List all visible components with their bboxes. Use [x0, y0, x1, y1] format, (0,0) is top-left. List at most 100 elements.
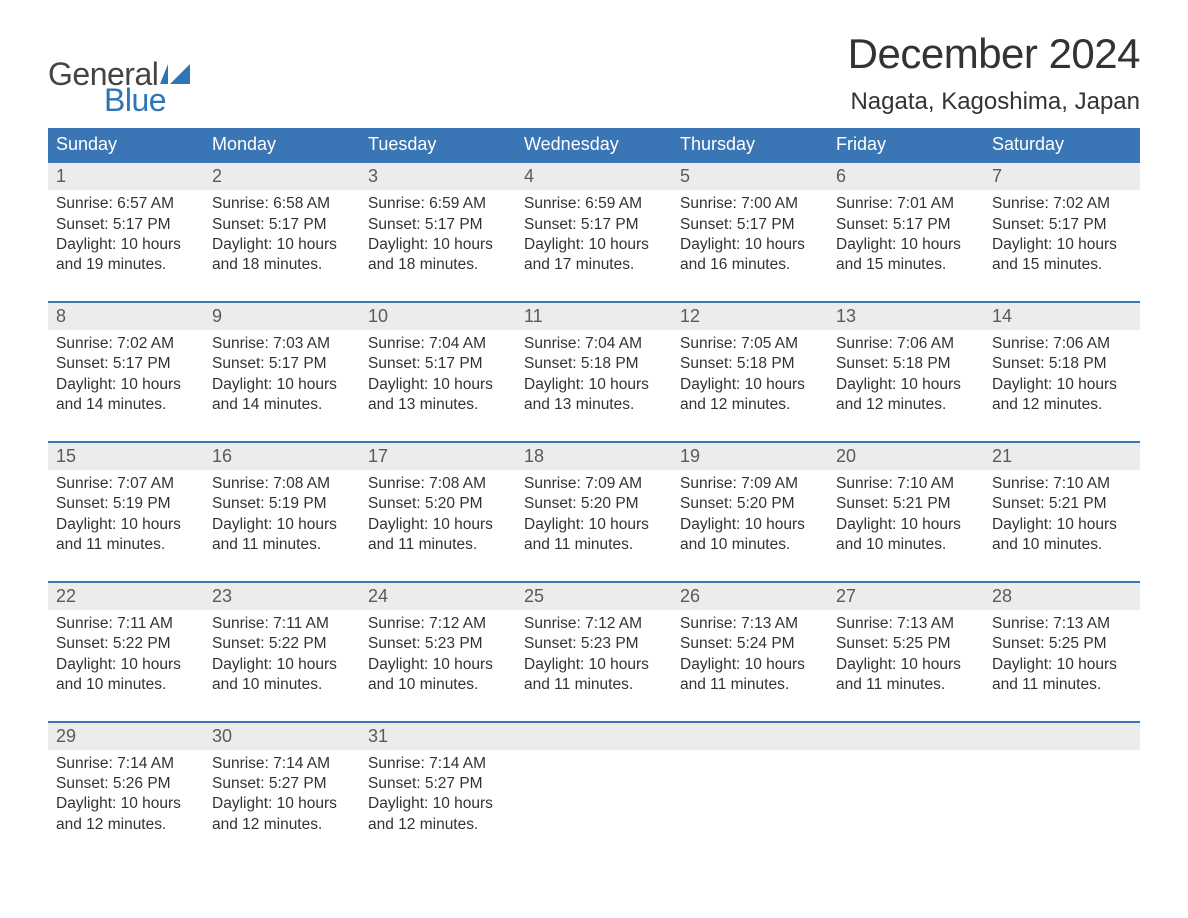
- day-details: Sunrise: 7:05 AMSunset: 5:18 PMDaylight:…: [672, 330, 828, 415]
- day-dl1: Daylight: 10 hours: [836, 515, 976, 535]
- day-sunrise: Sunrise: 7:09 AM: [680, 474, 820, 494]
- day-dl2: and 10 minutes.: [56, 675, 196, 695]
- day-details: Sunrise: 7:10 AMSunset: 5:21 PMDaylight:…: [828, 470, 984, 555]
- day-number: 4: [516, 163, 672, 190]
- calendar-day: 28Sunrise: 7:13 AMSunset: 5:25 PMDayligh…: [984, 583, 1140, 703]
- day-dl1: Daylight: 10 hours: [992, 515, 1132, 535]
- day-sunset: Sunset: 5:17 PM: [992, 215, 1132, 235]
- day-number: 25: [516, 583, 672, 610]
- weeks-container: 1Sunrise: 6:57 AMSunset: 5:17 PMDaylight…: [48, 161, 1140, 843]
- calendar-day: 21Sunrise: 7:10 AMSunset: 5:21 PMDayligh…: [984, 443, 1140, 563]
- calendar-day: 2Sunrise: 6:58 AMSunset: 5:17 PMDaylight…: [204, 163, 360, 283]
- day-number: 17: [360, 443, 516, 470]
- day-sunrise: Sunrise: 7:08 AM: [212, 474, 352, 494]
- day-dl1: Daylight: 10 hours: [836, 655, 976, 675]
- weekday-header: Monday: [204, 128, 360, 161]
- day-number: 26: [672, 583, 828, 610]
- day-number: 8: [48, 303, 204, 330]
- day-number: [828, 723, 984, 750]
- day-dl1: Daylight: 10 hours: [524, 375, 664, 395]
- day-details: Sunrise: 7:11 AMSunset: 5:22 PMDaylight:…: [48, 610, 204, 695]
- day-dl1: Daylight: 10 hours: [680, 375, 820, 395]
- day-number: [516, 723, 672, 750]
- calendar-day: 3Sunrise: 6:59 AMSunset: 5:17 PMDaylight…: [360, 163, 516, 283]
- calendar-day: 14Sunrise: 7:06 AMSunset: 5:18 PMDayligh…: [984, 303, 1140, 423]
- calendar-day: 29Sunrise: 7:14 AMSunset: 5:26 PMDayligh…: [48, 723, 204, 843]
- calendar-day: 8Sunrise: 7:02 AMSunset: 5:17 PMDaylight…: [48, 303, 204, 423]
- weekday-header-row: Sunday Monday Tuesday Wednesday Thursday…: [48, 128, 1140, 161]
- calendar-day: 20Sunrise: 7:10 AMSunset: 5:21 PMDayligh…: [828, 443, 984, 563]
- day-details: Sunrise: 7:06 AMSunset: 5:18 PMDaylight:…: [984, 330, 1140, 415]
- day-sunrise: Sunrise: 7:14 AM: [56, 754, 196, 774]
- calendar-day: 5Sunrise: 7:00 AMSunset: 5:17 PMDaylight…: [672, 163, 828, 283]
- day-sunrise: Sunrise: 7:14 AM: [368, 754, 508, 774]
- calendar-day: 17Sunrise: 7:08 AMSunset: 5:20 PMDayligh…: [360, 443, 516, 563]
- day-dl2: and 12 minutes.: [212, 815, 352, 835]
- day-dl1: Daylight: 10 hours: [56, 655, 196, 675]
- day-number: 3: [360, 163, 516, 190]
- day-number: 2: [204, 163, 360, 190]
- day-details: Sunrise: 7:14 AMSunset: 5:26 PMDaylight:…: [48, 750, 204, 835]
- weekday-header: Sunday: [48, 128, 204, 161]
- day-sunrise: Sunrise: 7:05 AM: [680, 334, 820, 354]
- calendar-day: 1Sunrise: 6:57 AMSunset: 5:17 PMDaylight…: [48, 163, 204, 283]
- day-number: 14: [984, 303, 1140, 330]
- calendar-day: 11Sunrise: 7:04 AMSunset: 5:18 PMDayligh…: [516, 303, 672, 423]
- calendar-week: 15Sunrise: 7:07 AMSunset: 5:19 PMDayligh…: [48, 441, 1140, 563]
- day-dl2: and 15 minutes.: [992, 255, 1132, 275]
- calendar-day: 19Sunrise: 7:09 AMSunset: 5:20 PMDayligh…: [672, 443, 828, 563]
- day-number: 15: [48, 443, 204, 470]
- day-dl2: and 12 minutes.: [368, 815, 508, 835]
- day-dl2: and 18 minutes.: [212, 255, 352, 275]
- day-number: 19: [672, 443, 828, 470]
- day-sunset: Sunset: 5:22 PM: [212, 634, 352, 654]
- calendar-day: [828, 723, 984, 843]
- day-sunset: Sunset: 5:22 PM: [56, 634, 196, 654]
- day-number: 11: [516, 303, 672, 330]
- brand-logo: General Blue: [48, 30, 190, 116]
- title-block: December 2024 Nagata, Kagoshima, Japan: [848, 30, 1140, 116]
- day-dl2: and 15 minutes.: [836, 255, 976, 275]
- day-details: Sunrise: 6:57 AMSunset: 5:17 PMDaylight:…: [48, 190, 204, 275]
- day-details: Sunrise: 7:13 AMSunset: 5:25 PMDaylight:…: [984, 610, 1140, 695]
- flag-icon: [160, 64, 190, 84]
- day-sunrise: Sunrise: 7:09 AM: [524, 474, 664, 494]
- day-dl2: and 11 minutes.: [212, 535, 352, 555]
- calendar-day: 16Sunrise: 7:08 AMSunset: 5:19 PMDayligh…: [204, 443, 360, 563]
- day-number: 18: [516, 443, 672, 470]
- day-sunset: Sunset: 5:27 PM: [368, 774, 508, 794]
- day-number: 27: [828, 583, 984, 610]
- day-number: 23: [204, 583, 360, 610]
- calendar-day: [672, 723, 828, 843]
- calendar-day: 24Sunrise: 7:12 AMSunset: 5:23 PMDayligh…: [360, 583, 516, 703]
- day-dl1: Daylight: 10 hours: [212, 235, 352, 255]
- day-details: Sunrise: 7:02 AMSunset: 5:17 PMDaylight:…: [984, 190, 1140, 275]
- day-dl1: Daylight: 10 hours: [56, 794, 196, 814]
- day-sunset: Sunset: 5:17 PM: [368, 354, 508, 374]
- day-sunset: Sunset: 5:17 PM: [524, 215, 664, 235]
- day-dl2: and 10 minutes.: [212, 675, 352, 695]
- day-details: Sunrise: 7:02 AMSunset: 5:17 PMDaylight:…: [48, 330, 204, 415]
- day-sunset: Sunset: 5:25 PM: [992, 634, 1132, 654]
- day-dl1: Daylight: 10 hours: [368, 515, 508, 535]
- calendar-day: 18Sunrise: 7:09 AMSunset: 5:20 PMDayligh…: [516, 443, 672, 563]
- day-sunrise: Sunrise: 7:14 AM: [212, 754, 352, 774]
- day-dl1: Daylight: 10 hours: [56, 375, 196, 395]
- header: General Blue December 2024 Nagata, Kagos…: [48, 30, 1140, 116]
- day-details: Sunrise: 7:03 AMSunset: 5:17 PMDaylight:…: [204, 330, 360, 415]
- day-dl2: and 10 minutes.: [992, 535, 1132, 555]
- day-sunset: Sunset: 5:21 PM: [836, 494, 976, 514]
- day-sunset: Sunset: 5:18 PM: [680, 354, 820, 374]
- day-sunrise: Sunrise: 7:02 AM: [56, 334, 196, 354]
- day-dl1: Daylight: 10 hours: [368, 655, 508, 675]
- calendar-week: 8Sunrise: 7:02 AMSunset: 5:17 PMDaylight…: [48, 301, 1140, 423]
- day-number: 9: [204, 303, 360, 330]
- day-sunrise: Sunrise: 7:10 AM: [836, 474, 976, 494]
- day-details: Sunrise: 7:12 AMSunset: 5:23 PMDaylight:…: [360, 610, 516, 695]
- weekday-header: Tuesday: [360, 128, 516, 161]
- calendar-day: 6Sunrise: 7:01 AMSunset: 5:17 PMDaylight…: [828, 163, 984, 283]
- day-sunrise: Sunrise: 7:11 AM: [56, 614, 196, 634]
- day-number: 28: [984, 583, 1140, 610]
- day-dl1: Daylight: 10 hours: [212, 375, 352, 395]
- day-number: [984, 723, 1140, 750]
